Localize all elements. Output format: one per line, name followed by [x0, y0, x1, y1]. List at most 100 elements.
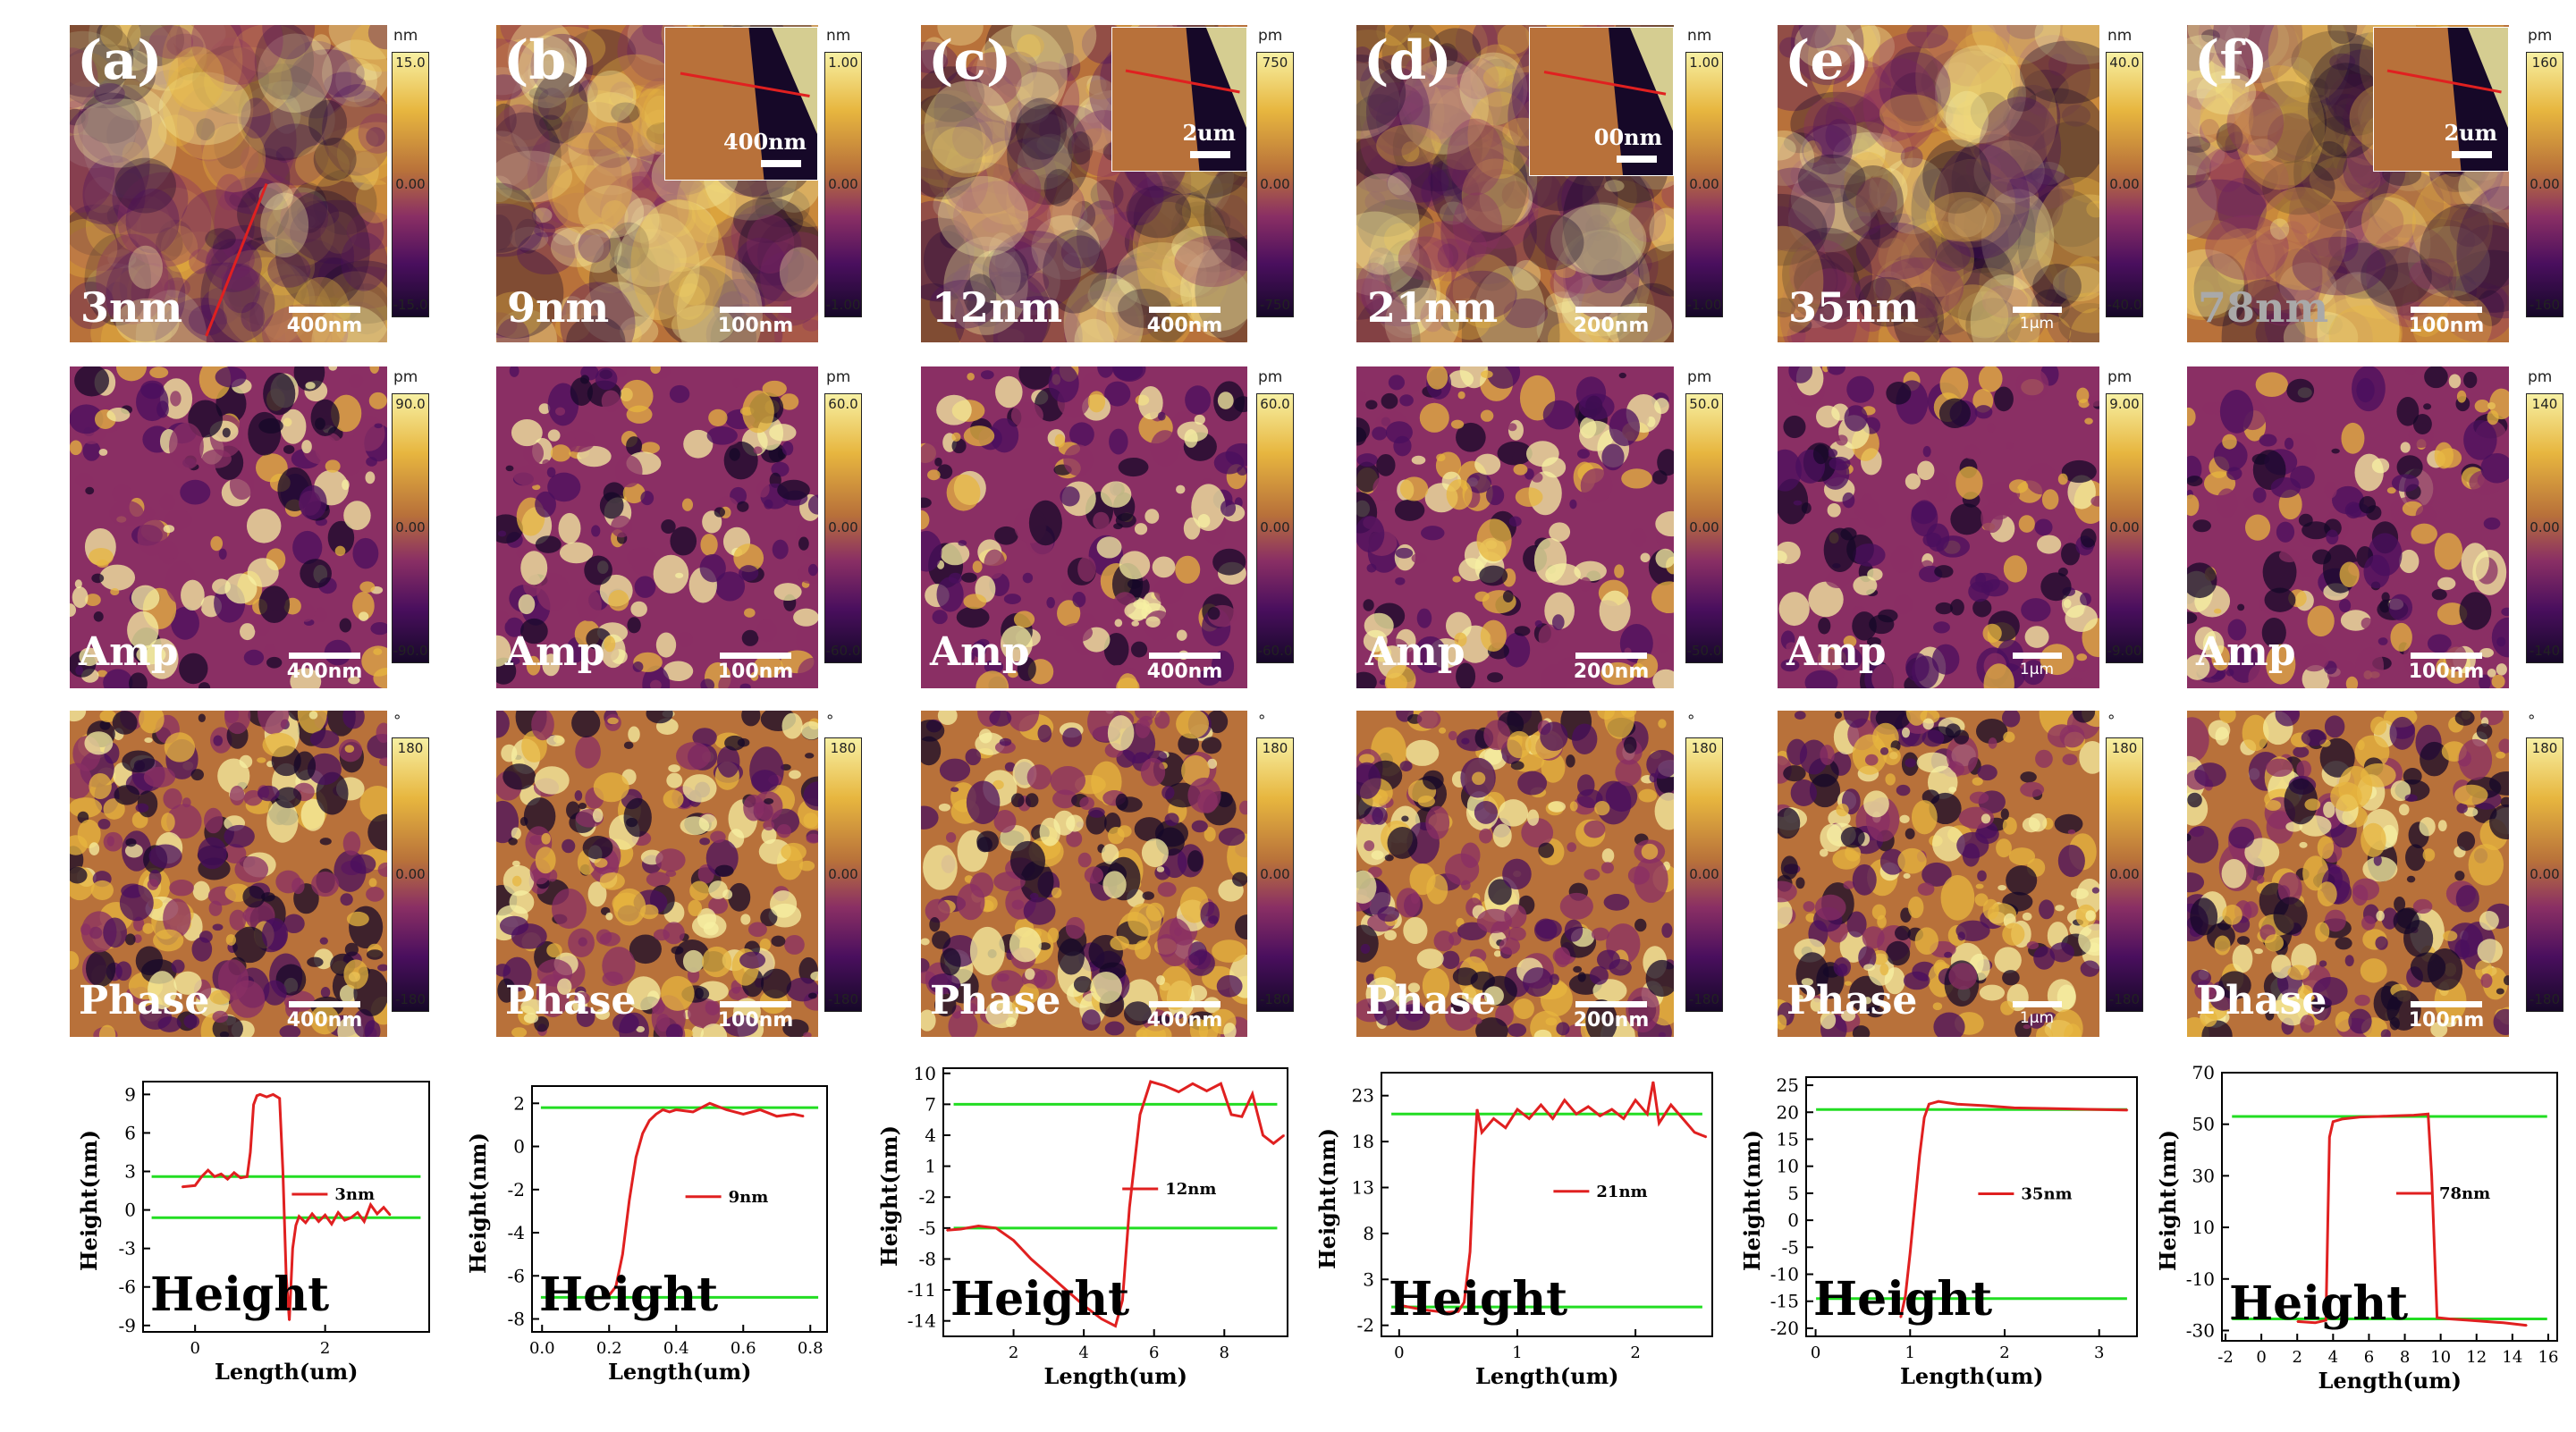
profile-point-3-8: [1481, 1132, 1483, 1133]
height-scalebar-line-1: [720, 307, 791, 313]
phase-scalebar-1: 100nm: [706, 1001, 805, 1032]
profile-point-3-6: [1473, 1168, 1474, 1170]
profile-point-4-5: [1923, 1116, 1925, 1119]
profile-point-0-3: [207, 1169, 209, 1171]
amp-map-5: [2187, 366, 2509, 688]
profile-point-4-11: [2041, 1108, 2044, 1109]
amp-scalebar-line-5: [2411, 653, 2482, 659]
profile-point-1-2: [621, 1253, 624, 1255]
height-scalebar-4: 1μm: [1988, 307, 2086, 333]
xtick-label-1-1: 0.2: [596, 1339, 622, 1358]
profile-point-0-8: [240, 1176, 241, 1179]
profile-point-1-0: [608, 1294, 611, 1296]
profile-point-2-8: [1083, 1304, 1085, 1307]
phase-scalebar-line-1: [720, 1001, 791, 1007]
thickness-label-2: 12nm: [932, 283, 1063, 332]
profile-point-2-13: [1139, 1114, 1141, 1116]
profile-point-5-2: [2325, 1319, 2327, 1321]
height-scalebar-2: 400nm: [1136, 307, 1234, 337]
amp-scalebar-line-4: [2012, 653, 2062, 659]
profile-series-5: [2297, 1112, 2528, 1327]
phase-colorbar-mid-0: 0.00: [395, 865, 426, 882]
height-colorbar-bottom-0: -15.0: [393, 297, 428, 313]
phase-colorbar-3: [1685, 737, 1723, 1012]
ytick-label-2-7: 7: [925, 1093, 936, 1115]
ytick-label-2-4: -2: [919, 1186, 936, 1208]
panel-letter-1: (b): [503, 29, 592, 92]
height-colorbar-top-3: 1.00: [1689, 55, 1719, 71]
amp-image-3: [1356, 366, 1674, 688]
phase-colorbar-bottom-3: -180: [1688, 991, 1720, 1007]
phase-scalebar-label-2: 400nm: [1146, 1009, 1223, 1032]
xtick-label-0-0: 0: [190, 1339, 199, 1358]
profile-point-5-12: [2436, 1317, 2438, 1318]
height-profile-plot-5: -30 -10 10 30 50 70 -2 0 2 4 6 8 10 12 14 16 78nm: [2186, 1062, 2559, 1367]
xtick-label-1-3: 0.6: [731, 1339, 756, 1358]
profile-point-3-23: [1652, 1081, 1654, 1083]
phase-colorbar-mid-2: 0.00: [1260, 865, 1290, 882]
thickness-label-1: 9nm: [507, 283, 610, 332]
height-colorbar-mid-3: 0.00: [1689, 175, 1719, 192]
amp-map-1: [496, 366, 818, 688]
profile-point-0-7: [233, 1172, 235, 1174]
phase-image-2: [921, 711, 1247, 1037]
phase-scalebar-label-3: 200nm: [1573, 1009, 1650, 1032]
phase-map-5: [2187, 711, 2509, 1037]
amp-colorbar-0: [392, 393, 429, 663]
phase-colorbar-2: [1256, 737, 1294, 1012]
phase-image-3: [1356, 711, 1674, 1037]
amp-scalebar-label-0: 400nm: [286, 661, 363, 683]
ytick-label-2-0: -14: [908, 1310, 936, 1332]
inset-image-3: 00nm: [1529, 27, 1674, 176]
profile-point-0-1: [194, 1184, 196, 1187]
phase-colorbar-mid-3: 0.00: [1689, 865, 1719, 882]
profile-point-2-20: [1230, 1114, 1232, 1116]
profile-point-2-25: [1283, 1134, 1285, 1136]
phase-colorbar-mid-4: 0.00: [2109, 865, 2140, 882]
phase-label-0: Phase: [79, 978, 210, 1023]
inset-scalebar-5: [2452, 151, 2492, 158]
profile-point-0-21: [295, 1225, 297, 1226]
profile-line-0: [205, 182, 268, 337]
phase-colorbar-unit-3: °: [1687, 712, 1695, 730]
profile-point-3-12: [1528, 1117, 1530, 1120]
ytick-label-0-1: -6: [119, 1276, 136, 1298]
height-scalebar-line-2: [1149, 307, 1220, 313]
ytick-label-3-2: 8: [1363, 1223, 1374, 1244]
plot-frame-4: [1805, 1076, 2138, 1337]
amp-colorbar-unit-0: pm: [393, 368, 418, 386]
xlabel-4: Length(um): [1900, 1363, 2044, 1389]
profile-point-2-11: [1121, 1299, 1124, 1301]
height-scalebar-line-0: [289, 307, 360, 313]
inset-map-1: [665, 28, 817, 180]
profile-point-1-1: [614, 1285, 617, 1288]
ytick-label-5-1: -10: [2186, 1268, 2215, 1290]
xtick-label-2-3: 8: [1220, 1344, 1229, 1362]
profile-point-2-4: [1012, 1239, 1015, 1242]
profile-point-1-9: [668, 1111, 671, 1113]
profile-point-5-0: [2296, 1320, 2299, 1323]
profile-point-4-12: [2070, 1108, 2072, 1110]
height-profile-plot-1: -8 -6 -4 -2 0 2 0.0 0.2 0.4 0.6 0.8 9nm: [508, 1085, 828, 1358]
profile-point-0-14: [266, 1096, 267, 1099]
profile-point-4-7: [1938, 1100, 1939, 1102]
thickness-label-0: 3nm: [80, 283, 183, 332]
ytick-label-2-8: 10: [914, 1063, 936, 1084]
profile-point-3-7: [1476, 1108, 1478, 1110]
amp-scalebar-line-3: [1575, 653, 1647, 659]
phase-colorbar-4: [2106, 737, 2143, 1012]
profile-point-4-0: [1899, 1317, 1902, 1318]
profile-point-5-3: [2328, 1136, 2331, 1138]
amp-colorbar-bottom-2: -60.0: [1257, 643, 1293, 659]
xtick-label-5-3: 4: [2328, 1348, 2338, 1367]
height-colorbar-4: [2106, 52, 2143, 317]
profile-point-5-7: [2377, 1116, 2379, 1117]
profile-point-4-4: [1919, 1154, 1921, 1157]
legend-label-4: 35nm: [2021, 1185, 2072, 1204]
phase-scalebar-2: 400nm: [1136, 1001, 1234, 1032]
height-profile-plot-0: -9 -6 -3 0 3 6 9 0 2 3nm: [119, 1081, 430, 1358]
xtick-label-5-2: 2: [2292, 1348, 2302, 1367]
profile-svg-3: -2 3 8 13 18 23 0 1 2 21nm: [1352, 1072, 1713, 1362]
profile-point-2-24: [1272, 1142, 1275, 1145]
height-map-0: [70, 25, 387, 342]
